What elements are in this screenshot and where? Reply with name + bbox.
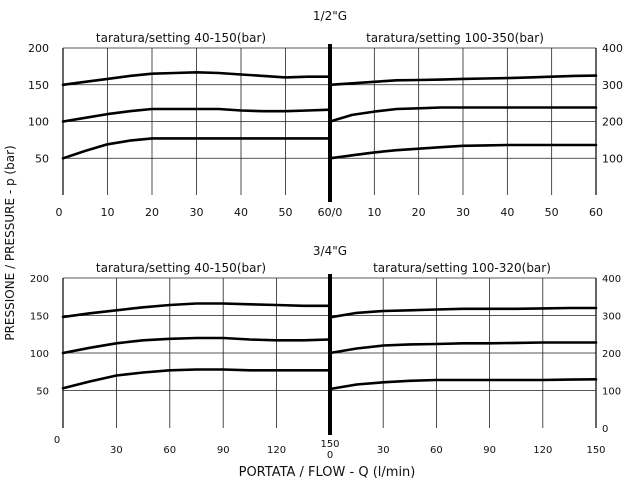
x-tick-label: 90 (217, 445, 230, 456)
x-tick-label: 120 (533, 445, 552, 456)
x-tick-label: 0 (327, 450, 333, 461)
y-tick-label-right: 100 (602, 387, 621, 398)
x-tick-label: 150 (586, 445, 605, 456)
y-tick-label-left: 50 (35, 152, 49, 165)
y-tick-label-right: 200 (602, 349, 621, 360)
series-line (61, 71, 332, 87)
curves-layer (61, 44, 598, 435)
x-tick-label: 60 (163, 445, 176, 456)
x-tick-label: 120 (267, 445, 286, 456)
series-line (61, 107, 332, 123)
y-axis-label: PRESSIONE / PRESSURE - p (bar) (3, 145, 17, 340)
y-tick-label-right: 300 (602, 79, 623, 92)
x-tick-label: 0 (54, 435, 60, 446)
y-tick-label-left: 100 (28, 116, 49, 129)
x-tick-label: 30 (110, 445, 123, 456)
x-tick-label: 90 (483, 445, 496, 456)
x-tick-label: 60/0 (318, 206, 343, 219)
panel-subtitle: taratura/setting 100-350(bar) (366, 31, 544, 45)
y-tick-label-right: 100 (602, 152, 623, 165)
series-line (61, 137, 332, 160)
panel-subtitle: taratura/setting 100-320(bar) (373, 261, 551, 275)
series-line (328, 143, 598, 160)
x-tick-label: 10 (101, 206, 115, 219)
x-tick-label: 30 (377, 445, 390, 456)
x-tick-label: 150 (320, 439, 339, 450)
series-line (328, 341, 598, 355)
x-tick-label: 30 (456, 206, 470, 219)
series-line (328, 306, 598, 319)
series-line (328, 106, 598, 123)
y-tick-label-right: 200 (602, 116, 623, 129)
panel-subtitle: taratura/setting 40-150(bar) (96, 31, 266, 45)
y-tick-label-right: 400 (602, 274, 621, 285)
x-axis-label: PORTATA / FLOW - Q (l/min) (239, 465, 416, 480)
y-tick-label-left: 100 (30, 349, 49, 360)
y-tick-label-left: 50 (36, 387, 49, 398)
x-tick-label: 20 (412, 206, 426, 219)
y-tick-label-right: 300 (602, 312, 621, 323)
series-line (328, 378, 598, 391)
y-tick-label-right: 0 (602, 424, 608, 435)
y-tick-label-left: 150 (28, 79, 49, 92)
series-line (61, 368, 332, 390)
x-tick-label: 0 (56, 206, 63, 219)
y-tick-label-left: 150 (30, 312, 49, 323)
x-tick-label: 10 (367, 206, 381, 219)
x-tick-label: 20 (145, 206, 159, 219)
x-tick-label: 50 (279, 206, 293, 219)
series-line (61, 336, 332, 355)
chart-title: 1/2"G (313, 9, 347, 23)
x-tick-label: 40 (234, 206, 248, 219)
y-tick-label-left: 200 (30, 274, 49, 285)
x-tick-label: 40 (500, 206, 514, 219)
x-tick-label: 50 (545, 206, 559, 219)
series-line (328, 74, 598, 87)
y-tick-label-left: 200 (28, 42, 49, 55)
series-line (61, 302, 332, 319)
panel-subtitle: taratura/setting 40-150(bar) (96, 261, 266, 275)
chart-title: 3/4"G (313, 244, 347, 258)
x-tick-label: 60 (430, 445, 443, 456)
y-tick-label-right: 400 (602, 42, 623, 55)
x-tick-label: 30 (190, 206, 204, 219)
x-tick-label: 60 (589, 206, 603, 219)
